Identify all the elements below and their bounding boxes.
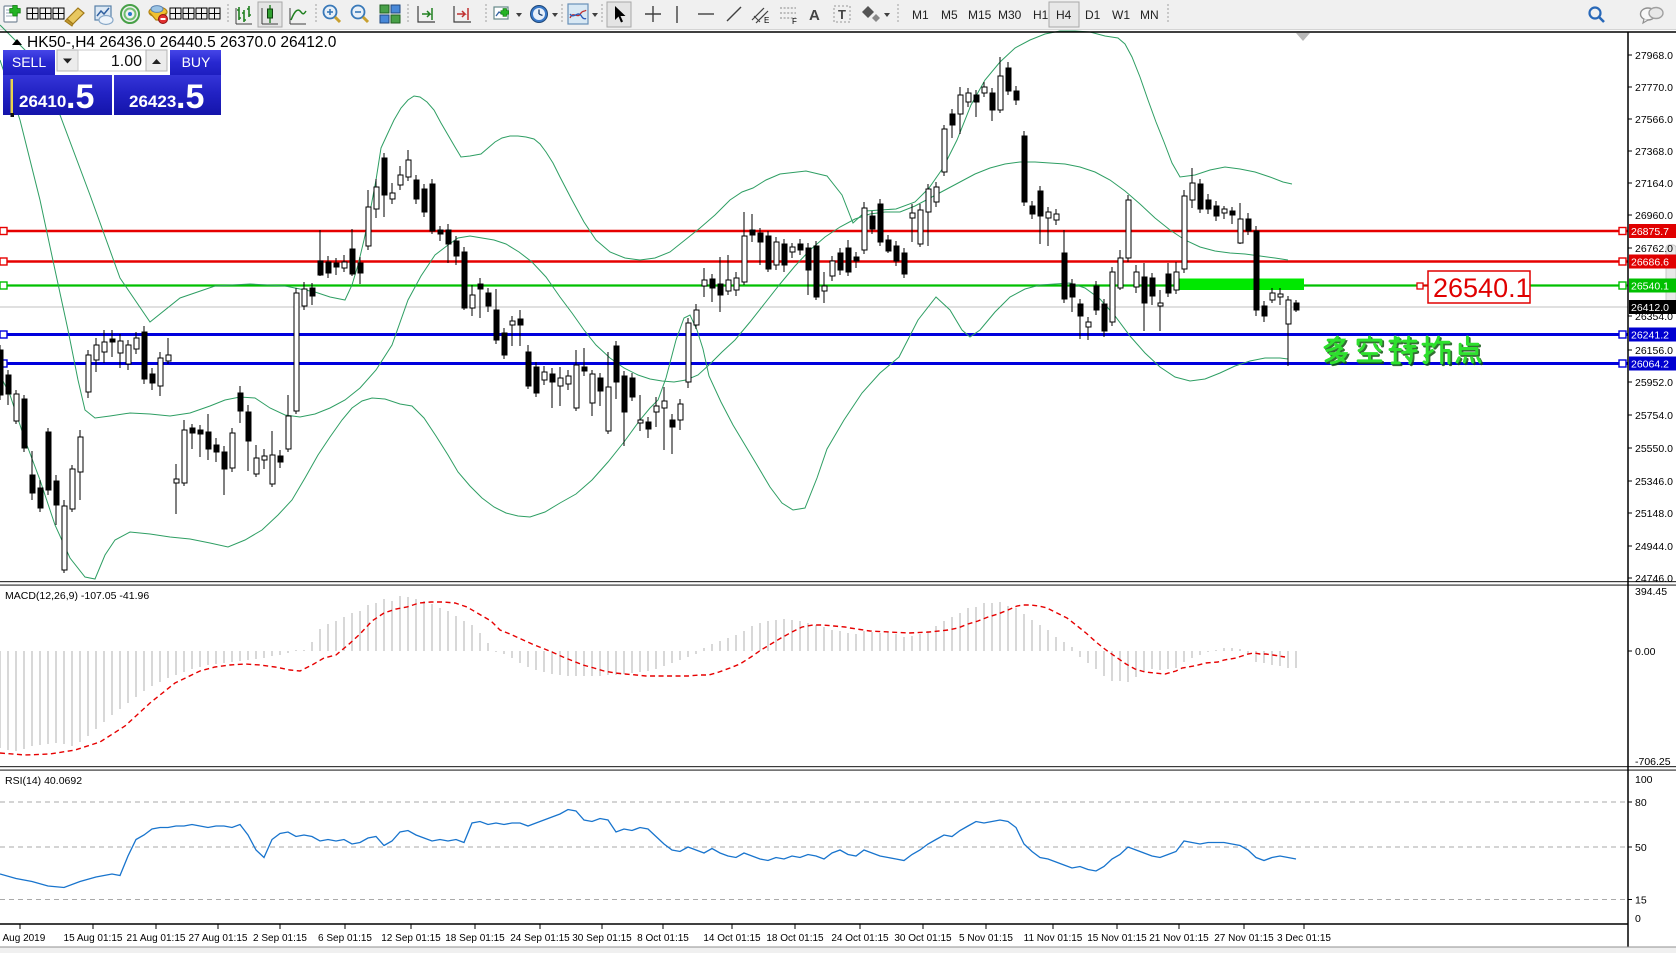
- svg-text:27968.0: 27968.0: [1635, 50, 1673, 62]
- svg-text:M5: M5: [941, 8, 958, 22]
- svg-text:2 Sep 01:15: 2 Sep 01:15: [253, 933, 307, 944]
- svg-text:A: A: [809, 7, 820, 24]
- svg-text:30 Sep 01:15: 30 Sep 01:15: [572, 933, 632, 944]
- svg-text:9 Aug 2019: 9 Aug 2019: [0, 933, 46, 944]
- svg-text:24944.0: 24944.0: [1635, 541, 1673, 553]
- svg-text:26762.0: 26762.0: [1635, 243, 1673, 255]
- svg-text:394.45: 394.45: [1635, 586, 1667, 598]
- svg-text:-706.25: -706.25: [1635, 756, 1671, 768]
- svg-text:25148.0: 25148.0: [1635, 508, 1673, 520]
- svg-text:T: T: [838, 7, 846, 22]
- svg-text:26064.2: 26064.2: [1631, 359, 1669, 371]
- svg-text:0.00: 0.00: [1635, 646, 1656, 658]
- svg-text:27770.0: 27770.0: [1635, 82, 1673, 94]
- svg-text:1.00: 1.00: [111, 53, 142, 70]
- svg-text:18 Sep 01:15: 18 Sep 01:15: [445, 933, 505, 944]
- svg-text:14 Oct 01:15: 14 Oct 01:15: [703, 933, 761, 944]
- svg-text:27 Aug 01:15: 27 Aug 01:15: [189, 933, 248, 944]
- svg-text:26412.0: 26412.0: [1631, 302, 1669, 314]
- svg-text:0: 0: [1635, 913, 1641, 925]
- svg-text:W1: W1: [1112, 8, 1130, 22]
- svg-text:26540.1: 26540.1: [1631, 281, 1669, 293]
- svg-text:11 Nov 01:15: 11 Nov 01:15: [1024, 933, 1083, 944]
- svg-text:.5: .5: [66, 78, 94, 116]
- svg-text:24746.0: 24746.0: [1635, 573, 1673, 585]
- svg-text:HK50-,H4 26436.0 26440.5 2637: HK50-,H4 26436.0 26440.5 26370.0 26412.0: [27, 34, 337, 51]
- svg-text:24 Oct 01:15: 24 Oct 01:15: [831, 933, 889, 944]
- svg-text:15 Aug 01:15: 15 Aug 01:15: [64, 933, 123, 944]
- svg-text:27368.0: 27368.0: [1635, 146, 1673, 158]
- svg-text:26960.0: 26960.0: [1635, 210, 1673, 222]
- svg-text:27164.0: 27164.0: [1635, 178, 1673, 190]
- svg-text:26241.2: 26241.2: [1631, 330, 1669, 342]
- svg-text:M15: M15: [968, 8, 992, 22]
- svg-text:26540.1: 26540.1: [1433, 273, 1531, 303]
- svg-text:3 Dec 01:15: 3 Dec 01:15: [1277, 933, 1331, 944]
- svg-text:25346.0: 25346.0: [1635, 476, 1673, 488]
- svg-text:25754.0: 25754.0: [1635, 410, 1673, 422]
- svg-text:100: 100: [1635, 774, 1653, 786]
- svg-text:.5: .5: [176, 78, 204, 116]
- svg-text:H4: H4: [1056, 8, 1072, 22]
- svg-text:MACD(12,26,9) -107.05 -41.96: MACD(12,26,9) -107.05 -41.96: [5, 590, 149, 602]
- svg-text:21 Nov 01:15: 21 Nov 01:15: [1149, 933, 1209, 944]
- svg-text:15: 15: [1635, 895, 1647, 907]
- svg-text:27 Nov 01:15: 27 Nov 01:15: [1214, 933, 1274, 944]
- svg-text:BUY: BUY: [182, 54, 211, 70]
- svg-text:25550.0: 25550.0: [1635, 443, 1673, 455]
- svg-text:H1: H1: [1033, 8, 1049, 22]
- svg-text:15 Nov 01:15: 15 Nov 01:15: [1087, 933, 1147, 944]
- svg-text:25952.0: 25952.0: [1635, 377, 1673, 389]
- svg-text:12 Sep 01:15: 12 Sep 01:15: [381, 933, 441, 944]
- svg-text:6 Sep 01:15: 6 Sep 01:15: [318, 933, 372, 944]
- svg-text:30 Oct 01:15: 30 Oct 01:15: [894, 933, 952, 944]
- svg-text:26156.0: 26156.0: [1635, 345, 1673, 357]
- svg-text:E: E: [764, 16, 769, 25]
- svg-text:26875.7: 26875.7: [1631, 226, 1669, 238]
- svg-text:SELL: SELL: [12, 54, 46, 70]
- svg-text:M30: M30: [998, 8, 1022, 22]
- svg-text:5 Nov 01:15: 5 Nov 01:15: [959, 933, 1013, 944]
- svg-text:D1: D1: [1085, 8, 1101, 22]
- svg-text:18 Oct 01:15: 18 Oct 01:15: [766, 933, 824, 944]
- svg-text:RSI(14) 40.0692: RSI(14) 40.0692: [5, 775, 82, 787]
- svg-text:26410: 26410: [19, 92, 66, 111]
- svg-text:24 Sep 01:15: 24 Sep 01:15: [510, 933, 570, 944]
- svg-text:50: 50: [1635, 842, 1647, 854]
- svg-text:80: 80: [1635, 797, 1647, 809]
- svg-text:21 Aug 01:15: 21 Aug 01:15: [127, 933, 186, 944]
- svg-text:26423: 26423: [129, 92, 176, 111]
- svg-text:M1: M1: [912, 8, 929, 22]
- svg-text:8 Oct 01:15: 8 Oct 01:15: [637, 933, 689, 944]
- svg-text:27566.0: 27566.0: [1635, 114, 1673, 126]
- svg-text:F: F: [792, 17, 797, 26]
- svg-text:MN: MN: [1140, 8, 1159, 22]
- svg-text:26686.6: 26686.6: [1631, 257, 1669, 269]
